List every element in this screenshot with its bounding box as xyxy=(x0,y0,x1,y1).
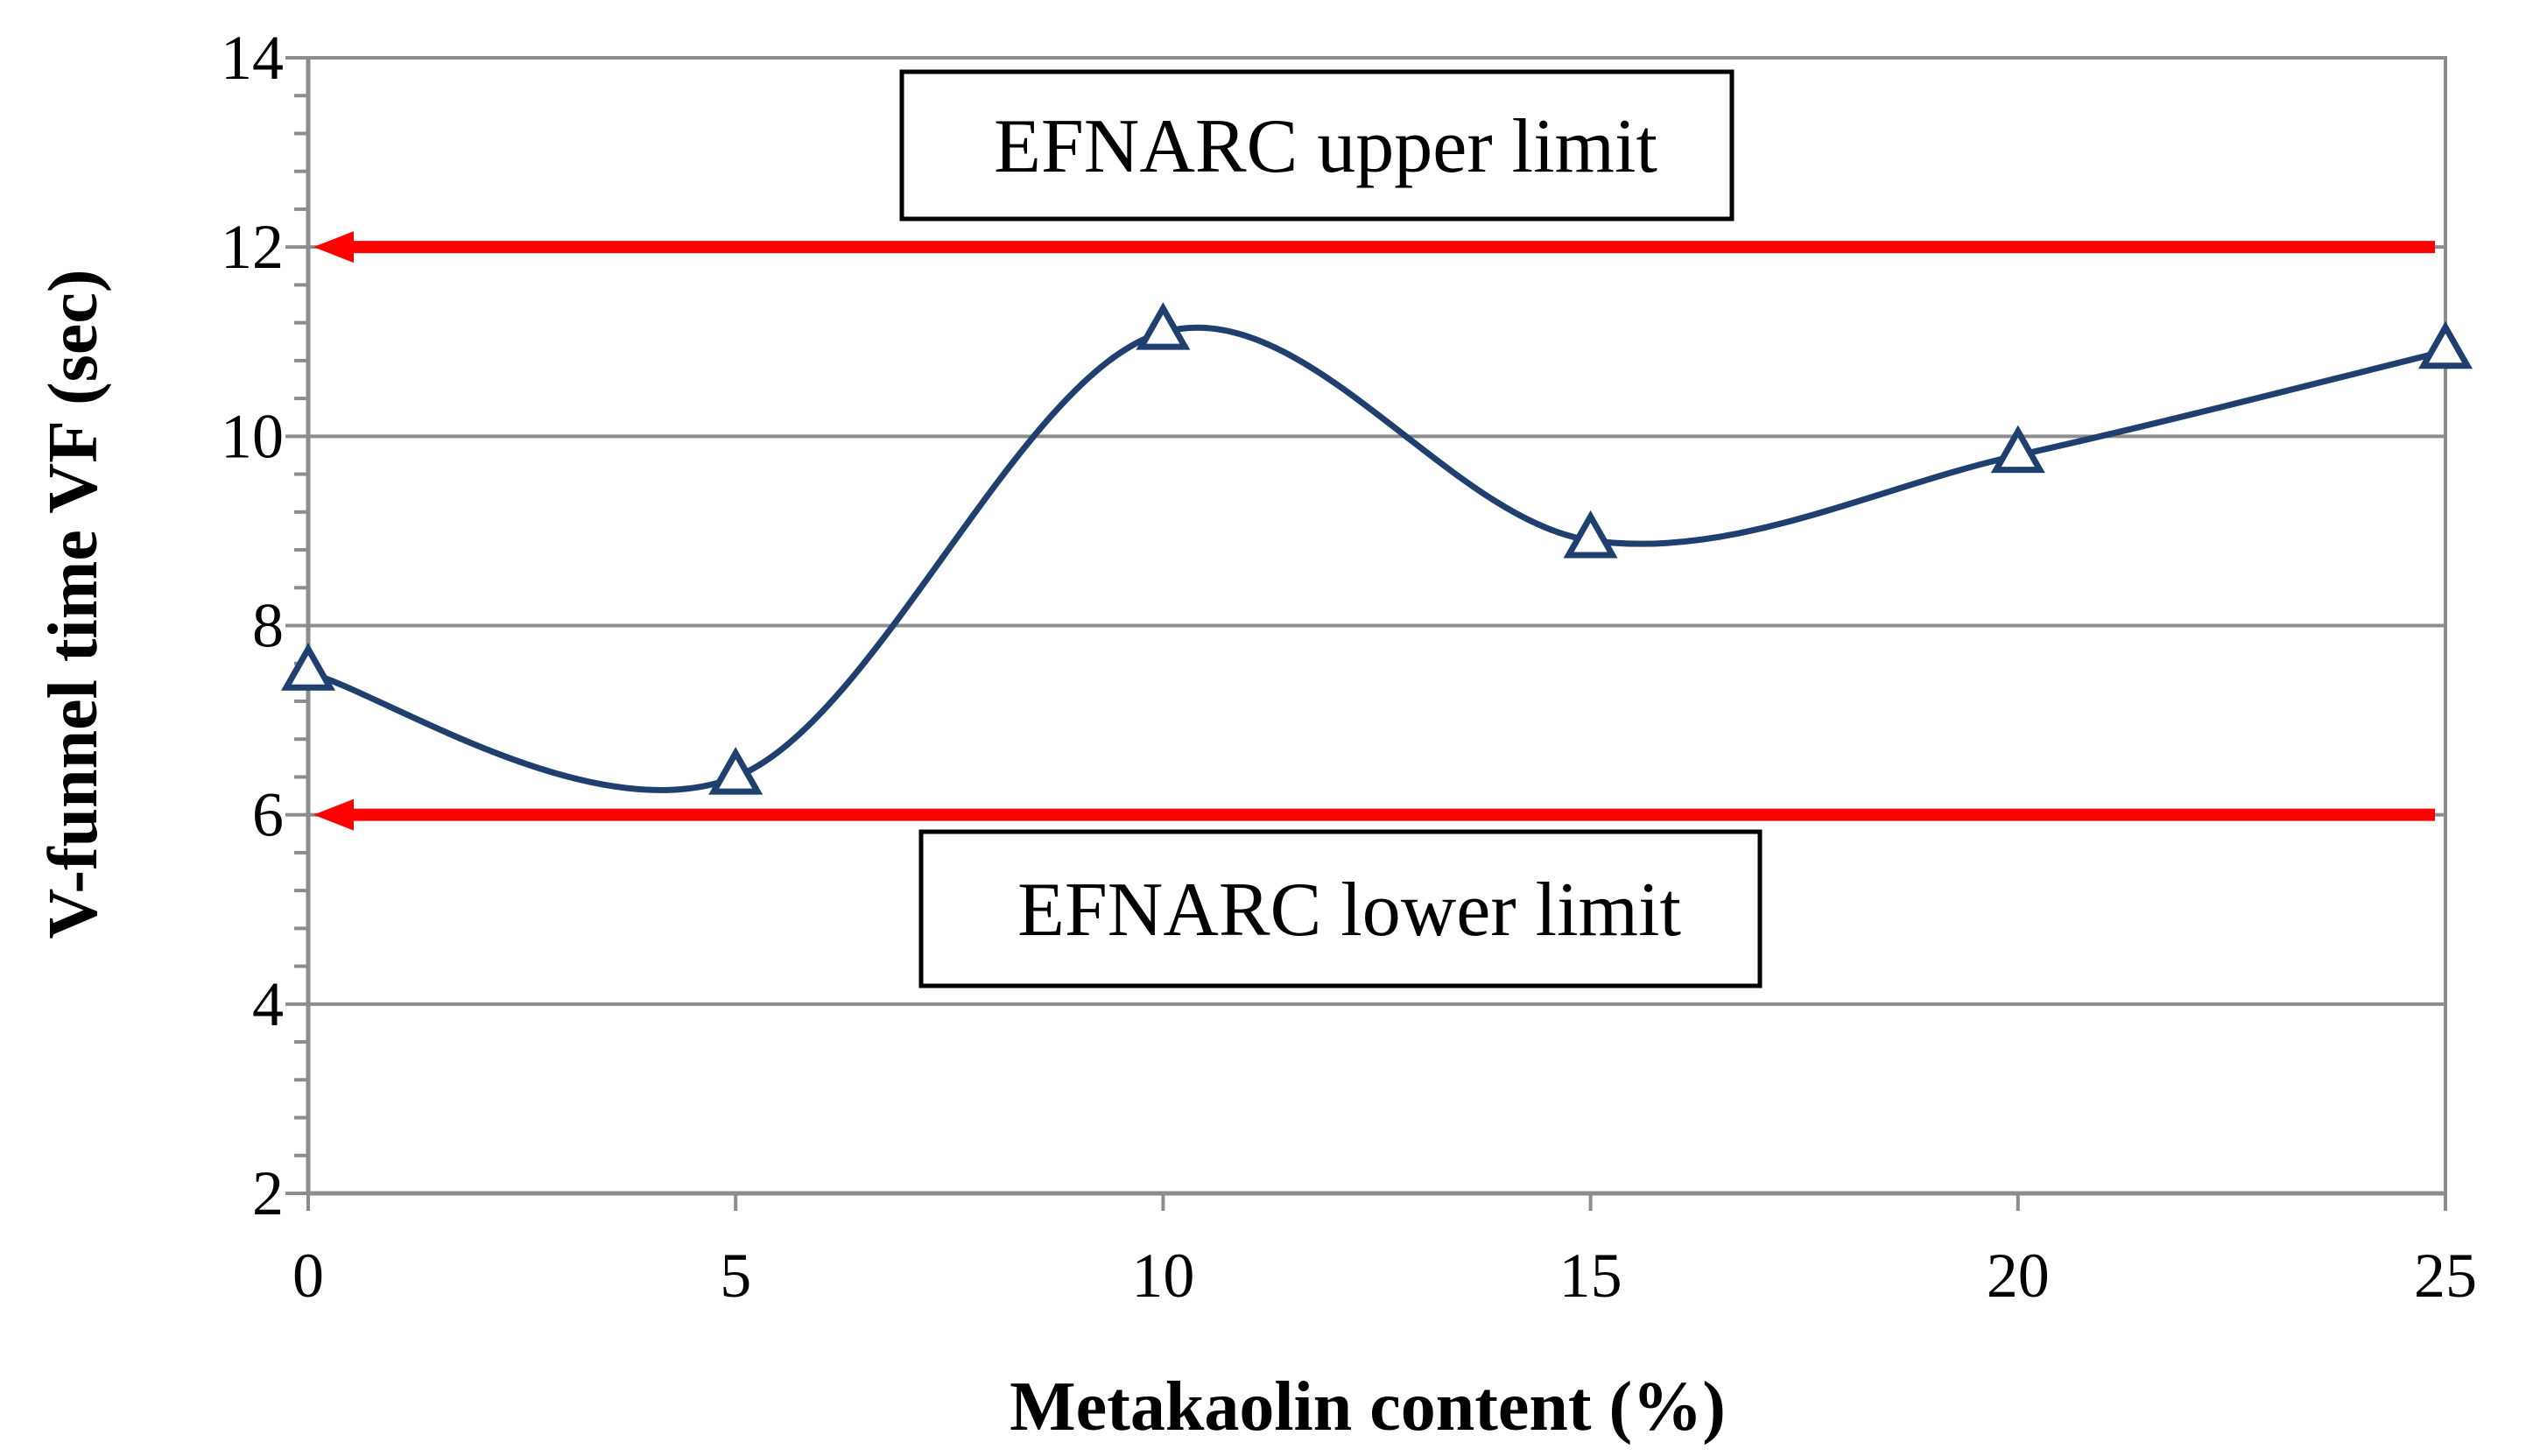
x-tick-label-5: 5 xyxy=(720,1241,751,1311)
annotation-box-1 xyxy=(918,829,1763,988)
annotation-label-1: EFNARC lower limit xyxy=(1017,868,1681,953)
y-tick-label-2: 2 xyxy=(252,1158,284,1228)
reference-arrowhead-1 xyxy=(313,798,354,831)
y-tick-label-6: 6 xyxy=(252,780,284,850)
x-tick-label-0: 0 xyxy=(292,1241,324,1311)
x-axis-title: Metakaolin content (%) xyxy=(1010,1368,1726,1445)
y-axis-title: V-funnel time VF (sec) xyxy=(35,270,112,939)
data-point-5 xyxy=(708,747,763,795)
y-tick-label-10: 10 xyxy=(221,401,284,471)
data-point-10 xyxy=(1136,302,1191,350)
y-tick-label-8: 8 xyxy=(252,591,284,661)
annotations: EFNARC upper limit EFNARC lower limit xyxy=(899,69,1763,988)
reference-arrowhead-0 xyxy=(313,231,354,264)
annotation-label-0: EFNARC upper limit xyxy=(994,104,1657,189)
tick-labels: 2 4 6 8 10 12 14 0 5 10 15 20 25 xyxy=(221,23,2477,1311)
y-tick-label-14: 14 xyxy=(221,23,284,93)
x-tick-label-25: 25 xyxy=(2414,1241,2477,1311)
reference-lines xyxy=(313,231,2435,831)
data-point-25 xyxy=(2417,320,2473,369)
data-point-15 xyxy=(1563,510,1618,559)
x-tick-label-20: 20 xyxy=(1987,1241,2050,1311)
y-tick-label-12: 12 xyxy=(221,212,284,282)
series xyxy=(280,302,2473,795)
series-line-0 xyxy=(307,324,2446,794)
data-point-20 xyxy=(1990,425,2045,474)
y-tick-label-4: 4 xyxy=(252,969,284,1039)
axes xyxy=(285,56,2447,1211)
data-point-0 xyxy=(280,643,336,691)
x-tick-label-10: 10 xyxy=(1131,1241,1194,1311)
x-tick-label-15: 15 xyxy=(1559,1241,1622,1311)
annotation-box-0 xyxy=(899,69,1734,222)
